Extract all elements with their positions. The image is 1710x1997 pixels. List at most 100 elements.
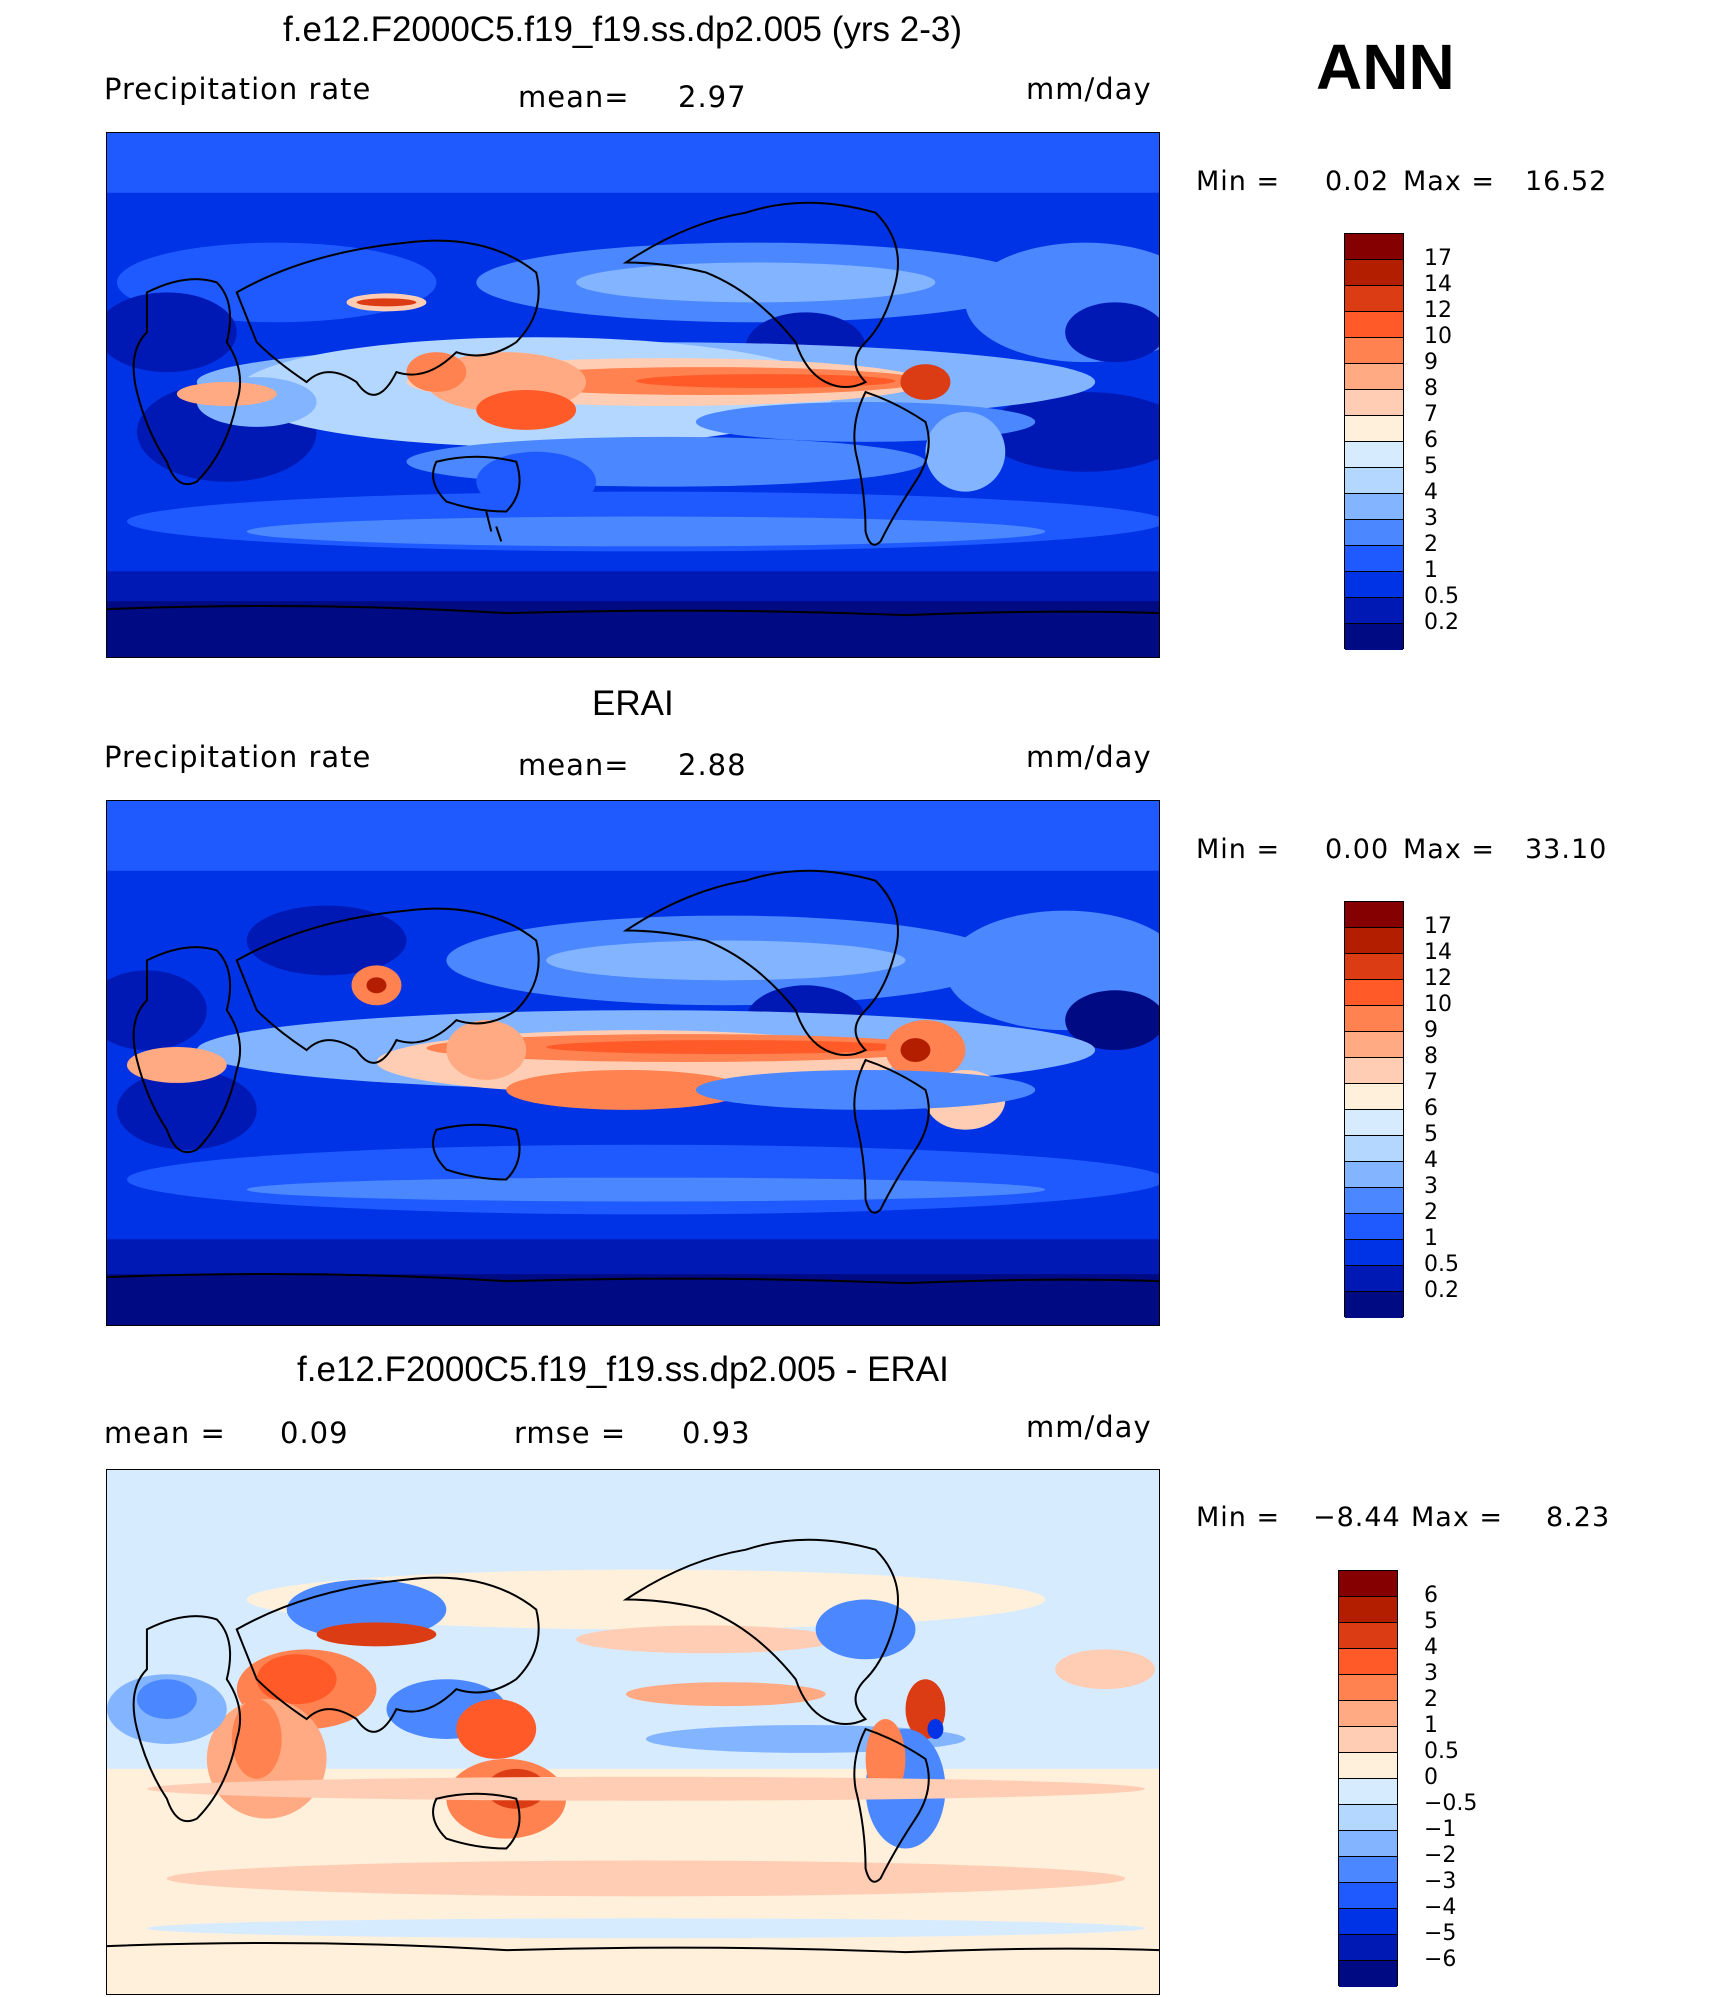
colorbar-segment (1345, 234, 1403, 260)
colorbar-segment (1339, 1597, 1397, 1623)
panel2-max-label: Max = (1403, 834, 1496, 865)
colorbar-tick-label: 1 (1424, 1226, 1438, 1251)
colorbar-segment (1339, 1623, 1397, 1649)
colorbar-segment (1345, 390, 1403, 416)
colorbar-segment (1339, 1727, 1397, 1753)
panel3-title: f.e12.F2000C5.f19_f19.ss.dp2.005 - ERAI (297, 1350, 949, 1389)
colorbar-tick-label: 9 (1424, 1018, 1438, 1043)
colorbar-tick-label: 4 (1424, 1635, 1438, 1660)
colorbar-tick-label: 17 (1424, 246, 1452, 271)
colorbar-segment (1345, 1292, 1403, 1318)
panel3-mean-label: mean = (104, 1416, 226, 1450)
colorbar-tick-label: 8 (1424, 376, 1438, 401)
colorbar-tick-label: 12 (1424, 298, 1452, 323)
panel2-min-value: 0.00 (1325, 834, 1390, 865)
colorbar-tick-label: 3 (1424, 506, 1438, 531)
colorbar-segment (1339, 1675, 1397, 1701)
panel3-min-label: Min = (1196, 1502, 1281, 1533)
colorbar-tick-label: 7 (1424, 402, 1438, 427)
colorbar-tick-label: −4 (1424, 1895, 1457, 1920)
colorbar-tick-label: 6 (1424, 428, 1438, 453)
colorbar-segment (1345, 494, 1403, 520)
colorbar-segment (1339, 1883, 1397, 1909)
colorbar-tick-label: 17 (1424, 914, 1452, 939)
panel3-difference-field (107, 1470, 1159, 1994)
panel2-mean-label: mean= (518, 748, 630, 782)
panel2-map (106, 800, 1160, 1326)
colorbar-segment (1339, 1753, 1397, 1779)
colorbar-tick-label: −5 (1424, 1921, 1457, 1946)
colorbar-tick-label: 12 (1424, 966, 1452, 991)
panel3-max-value: 8.23 (1546, 1502, 1611, 1533)
colorbar-segment (1345, 572, 1403, 598)
colorbar-tick-label: 5 (1424, 454, 1438, 479)
colorbar-tick-label: 4 (1424, 1148, 1438, 1173)
colorbar-tick-label: 1 (1424, 1713, 1438, 1738)
colorbar-segment (1339, 1805, 1397, 1831)
colorbar-segment (1345, 928, 1403, 954)
colorbar-tick-label: 2 (1424, 1687, 1438, 1712)
colorbar-segment (1345, 1084, 1403, 1110)
colorbar-segment (1345, 1188, 1403, 1214)
colorbar-segment (1345, 286, 1403, 312)
panel1-title: f.e12.F2000C5.f19_f19.ss.dp2.005 (yrs 2-… (283, 10, 963, 49)
colorbar-tick-label: 8 (1424, 1044, 1438, 1069)
panel2-variable-label: Precipitation rate (104, 740, 372, 774)
colorbar-tick-label: 0.2 (1424, 1278, 1459, 1303)
colorbar-tick-label: 7 (1424, 1070, 1438, 1095)
panel2-title: ERAI (592, 684, 674, 723)
colorbar-tick-label: 3 (1424, 1174, 1438, 1199)
colorbar-segment (1345, 1240, 1403, 1266)
colorbar-segment (1339, 1779, 1397, 1805)
colorbar-segment (1345, 954, 1403, 980)
colorbar-tick-label: 9 (1424, 350, 1438, 375)
colorbar-tick-label: −3 (1424, 1869, 1457, 1894)
colorbar-segment (1345, 364, 1403, 390)
colorbar-segment (1345, 520, 1403, 546)
colorbar-tick-label: 4 (1424, 480, 1438, 505)
colorbar-tick-label: 0.5 (1424, 584, 1459, 609)
colorbar-tick-label: 5 (1424, 1122, 1438, 1147)
colorbar-segment (1345, 902, 1403, 928)
panel3-rmse-value: 0.93 (682, 1416, 751, 1450)
colorbar-segment (1345, 1162, 1403, 1188)
panel1-max-value: 16.52 (1525, 166, 1608, 197)
colorbar-segment (1345, 1136, 1403, 1162)
colorbar-segment (1339, 1831, 1397, 1857)
panel1-min-label: Min = (1196, 166, 1281, 197)
colorbar-tick-label: 10 (1424, 324, 1452, 349)
panel3-min-value: −8.44 (1313, 1502, 1401, 1533)
colorbar-segment (1339, 1935, 1397, 1961)
colorbar-tick-label: 14 (1424, 272, 1452, 297)
colorbar-tick-label: −1 (1424, 1817, 1457, 1842)
colorbar-segment (1345, 468, 1403, 494)
colorbar-segment (1339, 1649, 1397, 1675)
panel1-mean-label: mean= (518, 80, 630, 114)
colorbar-segment (1345, 624, 1403, 650)
colorbar-tick-label: 0.5 (1424, 1739, 1459, 1764)
colorbar-segment (1345, 260, 1403, 286)
panel3-units: mm/day (1026, 1410, 1152, 1444)
colorbar-tick-label: 6 (1424, 1096, 1438, 1121)
panel3-mean-value: 0.09 (280, 1416, 349, 1450)
colorbar-segment (1345, 598, 1403, 624)
panel2-units: mm/day (1026, 740, 1152, 774)
colorbar-tick-label: 6 (1424, 1583, 1438, 1608)
panel2-colorbar (1344, 901, 1404, 1318)
panel1-precip-field (107, 133, 1159, 657)
panel1-units: mm/day (1026, 72, 1152, 106)
panel2-max-value: 33.10 (1525, 834, 1608, 865)
colorbar-tick-label: 10 (1424, 992, 1452, 1017)
colorbar-tick-label: −6 (1424, 1947, 1457, 1972)
colorbar-segment (1345, 1006, 1403, 1032)
panel1-map (106, 132, 1160, 658)
panel3-map (106, 1469, 1160, 1995)
panel3-colorbar (1338, 1570, 1398, 1987)
colorbar-tick-label: −2 (1424, 1843, 1457, 1868)
panel3-rmse-label: rmse = (514, 1416, 627, 1450)
colorbar-segment (1345, 1110, 1403, 1136)
colorbar-tick-label: 5 (1424, 1609, 1438, 1634)
colorbar-segment (1339, 1961, 1397, 1987)
colorbar-tick-label: −0.5 (1424, 1791, 1478, 1816)
colorbar-tick-label: 0.2 (1424, 610, 1459, 635)
